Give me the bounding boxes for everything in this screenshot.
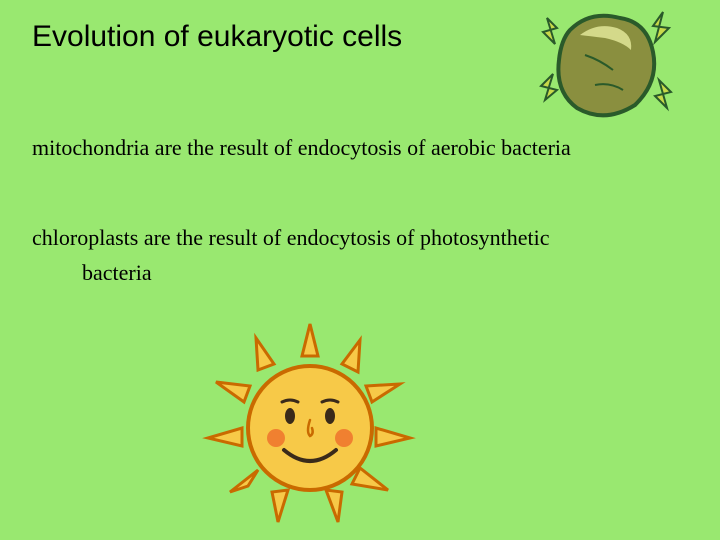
slide-title: Evolution of eukaryotic cells <box>32 20 402 54</box>
sun-face-icon <box>200 320 420 530</box>
electric-rock-icon <box>535 0 680 140</box>
paragraph-chloroplasts: chloroplasts are the result of endocytos… <box>32 220 688 290</box>
paragraph-chloroplasts-line1: chloroplasts are the result of endocytos… <box>32 225 550 250</box>
paragraph-chloroplasts-line2: bacteria <box>32 255 688 290</box>
